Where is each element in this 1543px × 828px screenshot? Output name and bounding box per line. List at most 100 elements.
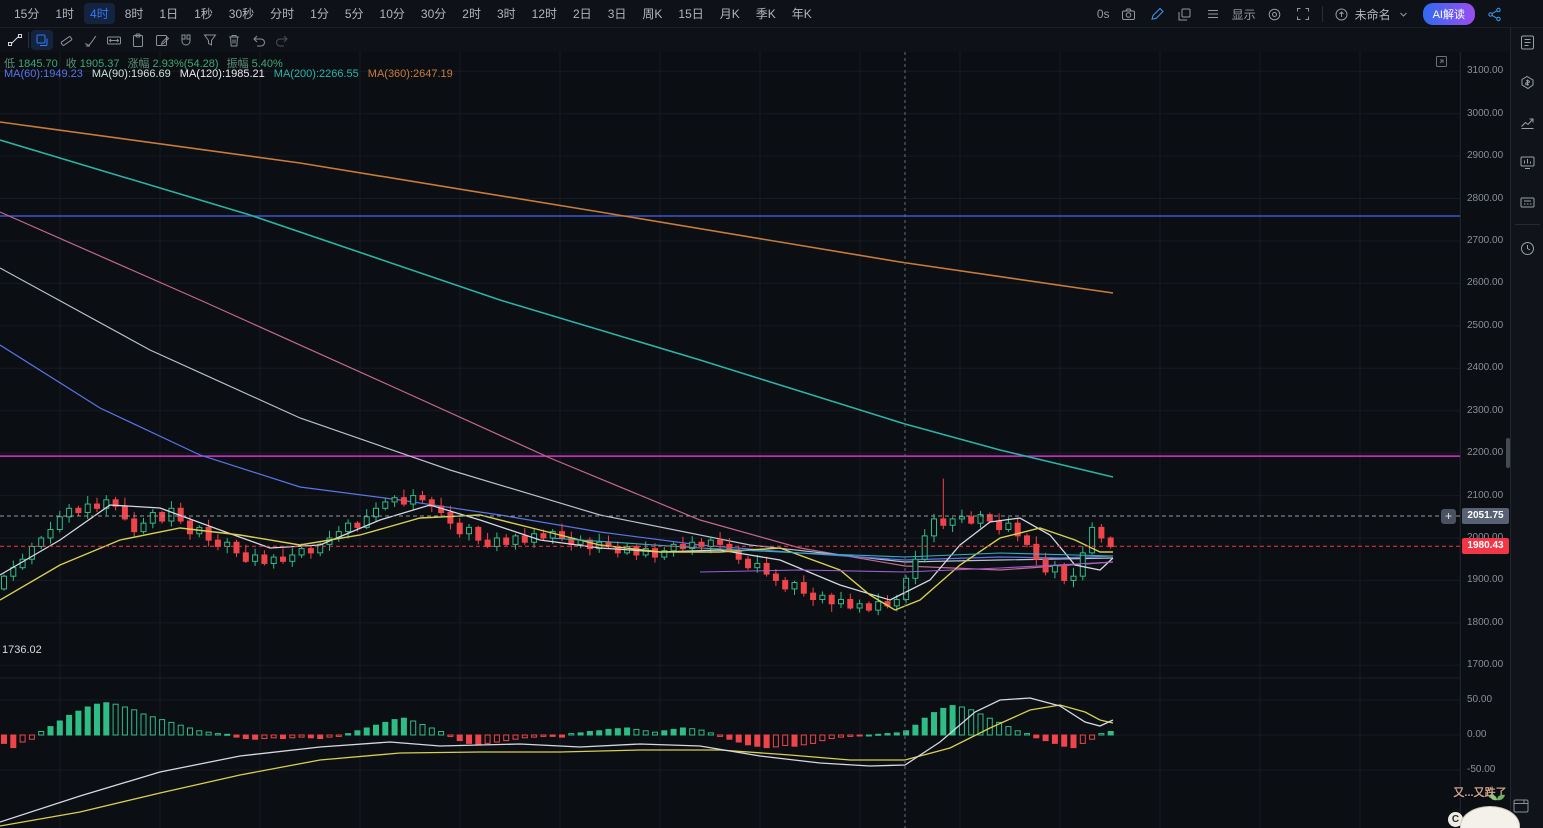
timeframe-1时[interactable]: 1时 xyxy=(55,7,75,21)
timeframe-8时[interactable]: 8时 xyxy=(124,7,144,21)
timeframe-5分[interactable]: 5分 xyxy=(344,7,364,21)
timeframe-1秒[interactable]: 1秒 xyxy=(194,7,213,21)
legend-value: 5.40% xyxy=(251,58,283,70)
timeframe-3时[interactable]: 3时 xyxy=(496,7,516,21)
trash-tool[interactable] xyxy=(223,30,245,50)
timeframe-年K[interactable]: 年K xyxy=(791,7,812,21)
layout-name: 未命名 xyxy=(1354,7,1391,22)
timeframe-分时[interactable]: 分时 xyxy=(270,7,295,21)
cloud-upload-icon xyxy=(1333,5,1351,23)
price-level-label: 1736.02 xyxy=(2,644,42,656)
divider xyxy=(28,32,29,48)
frame-icon[interactable] xyxy=(1176,5,1194,23)
crosshair-price-badge: 2051.75 xyxy=(1462,508,1509,525)
ma-legend-item: MA(360):2647.19 xyxy=(367,68,453,80)
clipboard-tool[interactable] xyxy=(127,30,149,50)
timeframe-30秒[interactable]: 30秒 xyxy=(228,7,255,21)
undo-button[interactable] xyxy=(247,30,269,50)
timeframe-10分[interactable]: 10分 xyxy=(379,7,405,21)
clock-icon[interactable] xyxy=(1519,240,1536,257)
axis-scrollbar-thumb[interactable] xyxy=(1506,438,1510,468)
camera-icon[interactable] xyxy=(1120,5,1138,23)
mascot-speech: 又...又跌了 xyxy=(1453,787,1507,799)
macd-dea-line xyxy=(0,704,1114,827)
layout-save-menu[interactable]: 未命名 xyxy=(1333,5,1413,23)
brush-tool[interactable] xyxy=(79,30,101,50)
timeframe-12时[interactable]: 12时 xyxy=(531,7,557,21)
price-axis[interactable]: 3100.00 3000.00 2900.00 2800.00 2700.00 2600.… xyxy=(1460,52,1510,828)
replay-time: 0s xyxy=(1096,7,1110,21)
trendline-tool[interactable] xyxy=(4,30,26,50)
right-sidebar xyxy=(1510,28,1543,828)
calculator-icon[interactable] xyxy=(1519,195,1536,212)
window-icon[interactable] xyxy=(1512,798,1529,813)
timeframe-15分[interactable]: 15分 xyxy=(14,7,40,21)
timeframe-1分[interactable]: 1分 xyxy=(310,7,329,21)
sprout-icon xyxy=(1489,794,1505,808)
price-axis-label: 3000.00 xyxy=(1467,107,1504,119)
price-axis-label: 2000.00 xyxy=(1467,532,1503,543)
display-button[interactable]: 显示 xyxy=(1231,7,1256,22)
chart-pane: 低 1845.70 收 1905.37 涨幅 2.93%(54.28) 振幅 5.40% MA… xyxy=(0,52,1460,828)
legend-value: 1905.37 xyxy=(79,58,120,70)
filter-tool[interactable] xyxy=(199,30,221,50)
ma200-line xyxy=(0,139,1114,478)
pane-maximize-icon[interactable] xyxy=(1432,52,1450,70)
price-axis-label: 2400.00 xyxy=(1467,362,1504,374)
timeframe-月K[interactable]: 月K xyxy=(719,7,740,21)
trend-icon[interactable] xyxy=(1519,114,1536,131)
price-tag-icon[interactable] xyxy=(1519,74,1536,91)
settings-icon[interactable] xyxy=(1266,5,1284,23)
mascot-c-badge: C xyxy=(1448,812,1463,827)
price-axis-label: 2500.00 xyxy=(1467,319,1504,331)
macd-dif-line xyxy=(0,697,1114,823)
pencil-icon[interactable] xyxy=(1148,5,1166,23)
timeframe-1日[interactable]: 1日 xyxy=(159,7,179,21)
list-icon[interactable] xyxy=(1204,5,1222,23)
price-axis-label: 1800.00 xyxy=(1467,616,1504,628)
legend-label: 收 xyxy=(65,58,77,70)
shapes-tool[interactable] xyxy=(31,30,53,50)
chart-canvas[interactable] xyxy=(0,52,1460,828)
note-edit-tool[interactable] xyxy=(151,30,173,50)
ma60-line xyxy=(0,344,1114,561)
magnet-tool[interactable] xyxy=(175,30,197,50)
ma-legend-item: MA(60):1949.23 xyxy=(4,68,83,80)
top-toolbar: 15分 1时 4时 8时 1日 1秒 30秒 分时 1分 5分 10分 30分 2时 3时 12时 2日 3日 周… xyxy=(0,0,1543,28)
bundle-violet-line xyxy=(699,561,1114,573)
legend-label: 振幅 xyxy=(226,58,249,70)
price-axis-label: 2600.00 xyxy=(1467,277,1504,289)
timeframe-4时[interactable]: 4时 xyxy=(84,3,115,24)
ma360-line xyxy=(0,121,1114,294)
timeframe-2日[interactable]: 2日 xyxy=(573,7,592,21)
mascot-body xyxy=(1460,806,1520,828)
price-axis-label: 2700.00 xyxy=(1467,234,1504,246)
drawing-toolbar xyxy=(0,28,1510,52)
price-axis-label: 2800.00 xyxy=(1467,192,1504,204)
ai-analyze-button[interactable]: AI解读 xyxy=(1422,3,1475,25)
measure-tool[interactable] xyxy=(103,30,125,50)
price-axis-label: 2300.00 xyxy=(1467,404,1504,416)
timeframe-15日[interactable]: 15日 xyxy=(678,7,704,21)
ma120-long-line xyxy=(0,211,1114,571)
price-axis-label: 1700.00 xyxy=(1467,659,1504,671)
timeframe-30分[interactable]: 30分 xyxy=(420,7,447,21)
timeframe-3日[interactable]: 3日 xyxy=(607,7,627,21)
ma90-long-line xyxy=(0,267,1114,563)
timeframe-2时[interactable]: 2时 xyxy=(462,7,481,21)
price-axis-label: 2200.00 xyxy=(1467,447,1504,459)
price-axis-label: 2900.00 xyxy=(1467,150,1504,162)
monitor-chart-icon[interactable] xyxy=(1519,154,1536,171)
mascot-widget[interactable]: 又...又跌了 C xyxy=(1438,784,1538,828)
timeframe-季K[interactable]: 季K xyxy=(755,7,776,21)
timeframe-list: 15分 1时 4时 8时 1日 1秒 30秒 分时 1分 5分 10分 30分 2时 3时 12时 2日 3日 周… xyxy=(0,3,818,24)
eraser-tool[interactable] xyxy=(55,30,77,50)
news-icon[interactable] xyxy=(1519,34,1536,51)
share-icon[interactable] xyxy=(1485,5,1503,23)
timeframe-周K[interactable]: 周K xyxy=(642,7,663,21)
fullscreen-icon[interactable] xyxy=(1294,5,1312,23)
ma-legend-item: MA(120):1985.21 xyxy=(179,68,265,80)
legend-label: 涨幅 xyxy=(127,58,150,70)
legend-value: 1845.70 xyxy=(18,58,58,70)
add-alert-button[interactable]: + xyxy=(1441,509,1456,524)
